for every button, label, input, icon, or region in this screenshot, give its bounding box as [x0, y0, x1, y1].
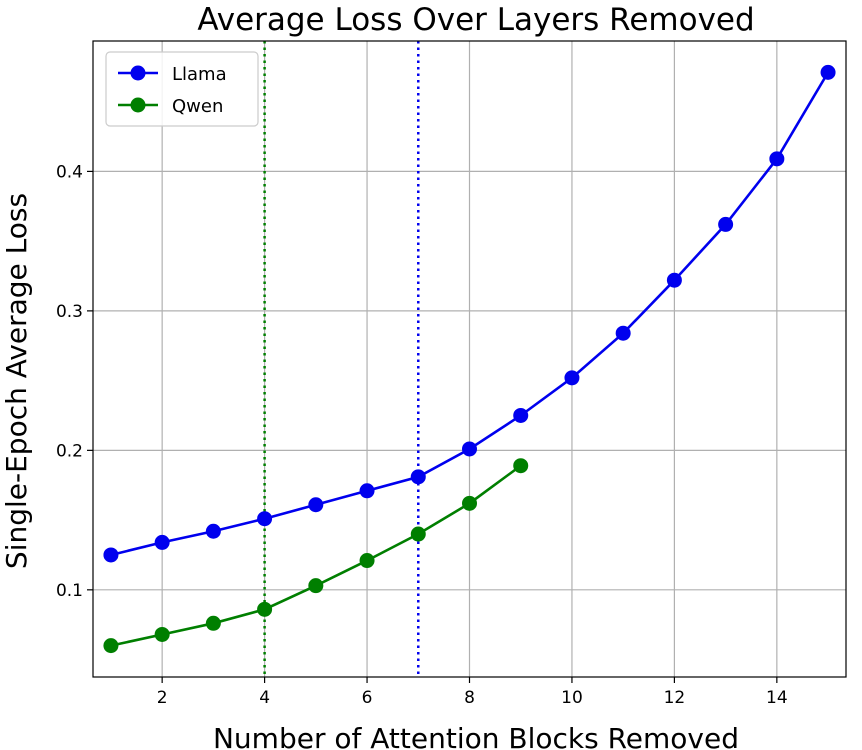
- data-point-llama: [154, 534, 170, 550]
- data-point-llama: [769, 151, 785, 167]
- legend-label-llama: Llama: [172, 64, 227, 85]
- y-axis-label: Single-Epoch Average Loss: [0, 193, 33, 569]
- axis-ticks: 2 4 6 8 10 12 14 0.1 0.2 0.3 0.4: [56, 162, 788, 708]
- legend-label-qwen: Qwen: [172, 96, 223, 117]
- data-point-qwen: [513, 458, 529, 474]
- legend-marker-llama: [130, 65, 146, 81]
- x-tick-label: 12: [664, 688, 686, 708]
- data-point-qwen: [308, 578, 324, 594]
- data-point-qwen: [410, 526, 426, 542]
- chart-title: Average Loss Over Layers Removed: [197, 2, 754, 38]
- legend: Llama Qwen: [105, 51, 259, 127]
- data-point-llama: [410, 469, 426, 485]
- y-tick-label: 0.4: [56, 162, 83, 182]
- data-point-llama: [257, 511, 273, 527]
- y-tick-label: 0.3: [56, 302, 83, 322]
- data-point-qwen: [359, 553, 375, 569]
- data-point-llama: [718, 216, 734, 232]
- data-point-qwen: [103, 638, 119, 654]
- y-tick-label: 0.1: [56, 581, 83, 601]
- data-point-qwen: [462, 495, 477, 511]
- data-point-llama: [103, 547, 119, 563]
- x-tick-label: 6: [362, 688, 373, 708]
- x-tick-label: 8: [464, 688, 475, 708]
- y-tick-label: 0.2: [56, 441, 83, 461]
- data-point-llama: [308, 497, 324, 513]
- data-point-llama: [205, 523, 221, 539]
- data-point-llama: [564, 370, 580, 386]
- data-point-llama: [513, 407, 529, 423]
- data-point-llama: [820, 64, 836, 80]
- data-point-llama: [615, 325, 631, 341]
- x-tick-label: 2: [157, 688, 168, 708]
- x-tick-label: 4: [259, 688, 270, 708]
- x-tick-label: 14: [766, 688, 788, 708]
- x-tick-label: 10: [561, 688, 583, 708]
- data-point-llama: [666, 272, 682, 288]
- x-axis-label: Number of Attention Blocks Removed: [213, 722, 739, 750]
- reference-lines: [263, 41, 420, 677]
- data-point-qwen: [154, 626, 170, 642]
- grid-lines: [93, 41, 846, 677]
- legend-marker-qwen: [130, 97, 146, 113]
- data-point-llama: [359, 483, 375, 499]
- series-layer: [103, 64, 836, 654]
- data-point-qwen: [205, 615, 221, 631]
- data-point-qwen: [257, 601, 273, 617]
- data-point-llama: [462, 441, 477, 457]
